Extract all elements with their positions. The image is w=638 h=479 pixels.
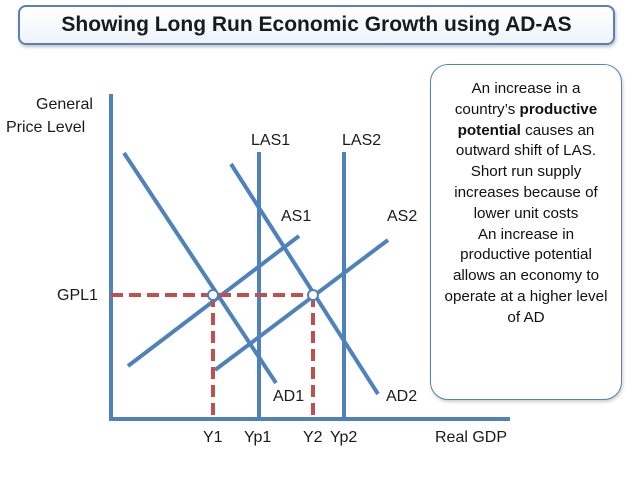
title-box: Showing Long Run Economic Growth using A… <box>18 5 615 45</box>
info-text-second: An increase in productive potential allo… <box>444 225 608 326</box>
x-axis-label: Real GDP <box>435 429 508 446</box>
y2-label: Y2 <box>303 429 323 446</box>
as2-line <box>213 238 390 372</box>
gpl1-label: GPL1 <box>57 287 98 304</box>
as2-label: AS2 <box>387 208 418 225</box>
y-axis-label-line1: General <box>36 96 93 113</box>
equilibrium-point-1 <box>207 289 219 301</box>
las2-label: LAS2 <box>342 132 382 149</box>
page-title: Showing Long Run Economic Growth using A… <box>61 13 572 36</box>
ad1-label: AD1 <box>273 388 305 405</box>
info-text-rest: causes an outward shift of LAS. Short ru… <box>454 121 598 222</box>
info-box: An increase in a country’s productive po… <box>430 64 622 400</box>
yp1-label: Yp1 <box>244 429 272 446</box>
info-text-bold: productive potential <box>457 100 598 139</box>
yp2-label: Yp2 <box>330 429 358 446</box>
y1-label: Y1 <box>203 429 223 446</box>
as1-label: AS1 <box>281 208 312 225</box>
ad1-line <box>122 151 278 385</box>
info-text-intro: An increase in a country’s <box>454 80 581 118</box>
ad2-label: AD2 <box>386 388 418 405</box>
equilibrium-point-2 <box>307 289 319 301</box>
las1-label: LAS1 <box>251 132 291 149</box>
ad2-line <box>229 162 380 396</box>
y-axis-label-line2: Price Level <box>6 119 86 136</box>
